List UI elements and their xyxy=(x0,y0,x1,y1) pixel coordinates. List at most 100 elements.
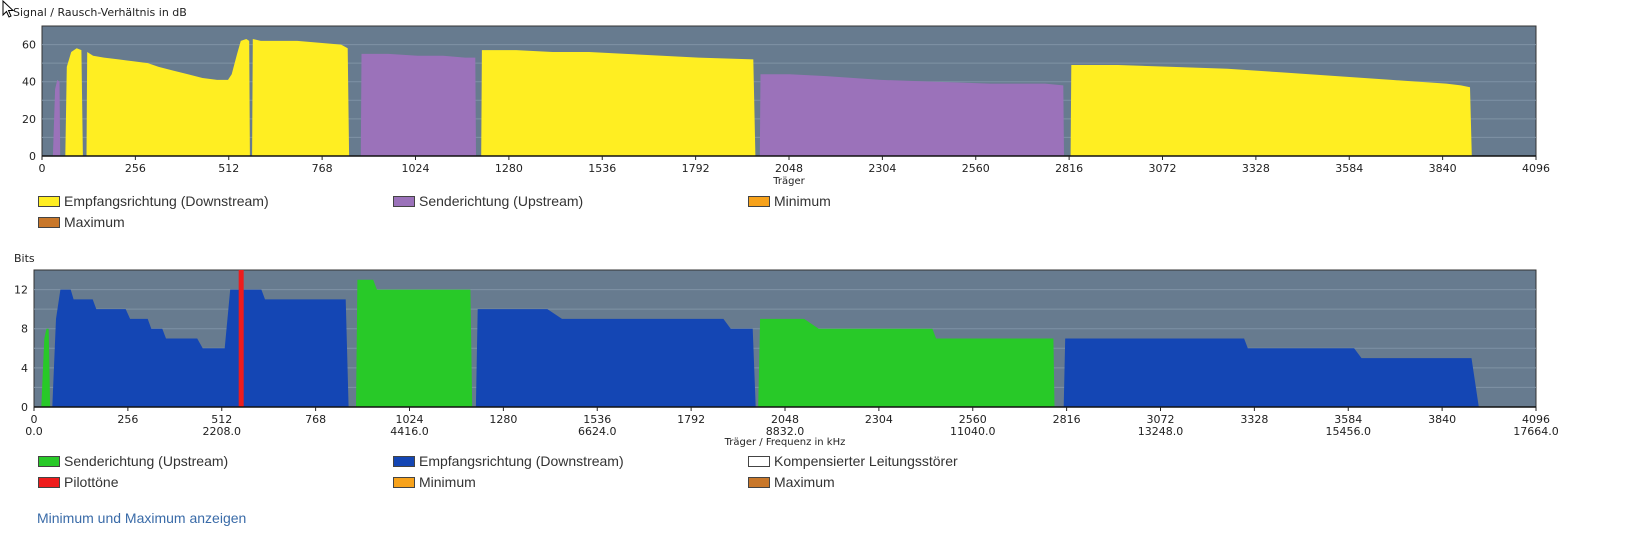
y-tick-label: 0 xyxy=(29,150,36,163)
legend-swatch xyxy=(748,476,770,488)
series-area-downstream-snr xyxy=(65,48,83,156)
x-tick-label: 2048 xyxy=(775,162,803,175)
x-tick-label: 768 xyxy=(305,413,326,426)
legend-swatch xyxy=(38,216,60,228)
y-tick-label: 40 xyxy=(22,76,36,89)
x-tick-label: 512 xyxy=(218,162,239,175)
legend-item: Maximum xyxy=(748,472,835,492)
x-tick-label: 512 xyxy=(211,413,232,426)
y-tick-label: 12 xyxy=(14,284,28,297)
legend-label: Minimum xyxy=(774,193,831,209)
legend-item: Senderichtung (Upstream) xyxy=(393,191,583,211)
x-tick-label: 3584 xyxy=(1335,162,1363,175)
x-khz-label: 4416.0 xyxy=(390,425,429,438)
bits-legend: Senderichtung (Upstream) Empfangsrichtung… xyxy=(38,451,1138,495)
x-tick-label: 2304 xyxy=(868,162,896,175)
x-tick-label: 3328 xyxy=(1242,162,1270,175)
legend-swatch xyxy=(393,455,415,467)
x-tick-label: 2304 xyxy=(865,413,893,426)
x-khz-label: 11040.0 xyxy=(950,425,996,438)
series-area-upstream-bits xyxy=(41,328,51,407)
series-area-upstream-snr xyxy=(360,53,476,156)
series-area-upstream-snr xyxy=(759,74,1064,156)
legend-label: Maximum xyxy=(64,214,125,230)
snr-chart: 0 20 40 60 0 256 512 768 1024 1280 1536 1792 2048 230… xyxy=(22,25,1550,187)
legend-item: Maximum xyxy=(38,212,125,232)
x-khz-label: 2208.0 xyxy=(203,425,242,438)
x-tick-label: 2048 xyxy=(771,413,799,426)
legend-item: Minimum xyxy=(748,191,831,211)
legend-item: Senderichtung (Upstream) xyxy=(38,451,228,471)
legend-item: Minimum xyxy=(393,472,476,492)
legend-item: Empfangsrichtung (Downstream) xyxy=(393,451,624,471)
y-tick-label: 20 xyxy=(22,113,36,126)
x-khz-label: 6624.0 xyxy=(578,425,617,438)
legend-swatch xyxy=(38,476,60,488)
series-area-downstream-bits xyxy=(1063,338,1479,407)
x-tick-label: 3072 xyxy=(1147,413,1175,426)
x-tick-label: 3328 xyxy=(1240,413,1268,426)
x-tick-label: 1536 xyxy=(583,413,611,426)
series-area-downstream-snr xyxy=(252,39,350,156)
x-khz-label: 8832.0 xyxy=(766,425,805,438)
legend-item: Empfangsrichtung (Downstream) xyxy=(38,191,269,211)
bits-chart: 0 4 8 12 0 256 512 768 1024 1280 1536 1792 2048 2304 2… xyxy=(14,269,1559,448)
x-khz-label: 0.0 xyxy=(25,425,43,438)
x-tick-label: 2560 xyxy=(962,162,990,175)
x-tick-label: 1280 xyxy=(495,162,523,175)
legend-swatch xyxy=(393,476,415,488)
legend-label: Senderichtung (Upstream) xyxy=(419,193,584,209)
x-khz-label: 17664.0 xyxy=(1513,425,1559,438)
legend-label: Minimum xyxy=(419,474,476,490)
y-tick-label: 60 xyxy=(22,39,36,52)
legend-label: Maximum xyxy=(774,474,835,490)
legend-label: Senderichtung (Upstream) xyxy=(64,453,229,469)
x-tick-label: 2560 xyxy=(959,413,987,426)
x-tick-label: 256 xyxy=(117,413,138,426)
legend-swatch xyxy=(393,195,415,207)
legend-label: Empfangsrichtung (Downstream) xyxy=(64,193,269,209)
series-area-downstream-bits xyxy=(475,309,756,407)
bits-chart-title: Bits xyxy=(14,252,35,265)
legend-item: Kompensierter Leitungsstörer xyxy=(748,451,958,471)
legend-swatch xyxy=(748,195,770,207)
x-tick-label: 3584 xyxy=(1334,413,1362,426)
x-tick-label: 1024 xyxy=(402,162,430,175)
y-tick-label: 8 xyxy=(21,323,28,336)
x-tick-label: 0 xyxy=(39,162,46,175)
series-area-upstream-snr xyxy=(52,79,61,156)
x-tick-label: 1536 xyxy=(588,162,616,175)
x-tick-label: 4096 xyxy=(1522,162,1550,175)
legend-item: Pilottöne xyxy=(38,472,118,492)
legend-swatch xyxy=(38,195,60,207)
legend-label: Pilottöne xyxy=(64,474,119,490)
x-tick-label: 2816 xyxy=(1053,413,1081,426)
x-khz-label: 15456.0 xyxy=(1326,425,1372,438)
x-tick-label: 1792 xyxy=(677,413,705,426)
series-area-downstream-snr xyxy=(1070,65,1472,156)
x-axis-label: Träger xyxy=(772,176,805,187)
x-axis-label: Träger / Frequenz in kHz xyxy=(724,437,846,448)
x-tick-label: 256 xyxy=(125,162,146,175)
snr-chart-title: Signal / Rausch-Verhältnis in dB xyxy=(13,6,187,19)
x-tick-label: 3072 xyxy=(1149,162,1177,175)
x-tick-label: 768 xyxy=(312,162,333,175)
legend-swatch xyxy=(38,455,60,467)
snr-legend: Empfangsrichtung (Downstream) Senderichtu… xyxy=(38,191,1138,235)
series-area-downstream-bits xyxy=(52,289,349,407)
x-tick-label: 4096 xyxy=(1522,413,1550,426)
y-tick-label: 0 xyxy=(21,401,28,414)
legend-label: Empfangsrichtung (Downstream) xyxy=(419,453,624,469)
x-tick-label: 3840 xyxy=(1428,413,1456,426)
legend-label: Kompensierter Leitungsstörer xyxy=(774,453,958,469)
x-tick-label: 1792 xyxy=(682,162,710,175)
show-min-max-link[interactable]: Minimum und Maximum anzeigen xyxy=(37,510,247,526)
legend-swatch xyxy=(748,455,770,467)
series-area-upstream-bits xyxy=(356,279,473,407)
x-tick-label: 1024 xyxy=(396,413,424,426)
series-area-downstream-snr xyxy=(86,39,250,156)
x-tick-label: 1280 xyxy=(489,413,517,426)
x-tick-label: 2816 xyxy=(1055,162,1083,175)
pilot-tone-bar xyxy=(238,270,244,407)
x-tick-label: 3840 xyxy=(1429,162,1457,175)
